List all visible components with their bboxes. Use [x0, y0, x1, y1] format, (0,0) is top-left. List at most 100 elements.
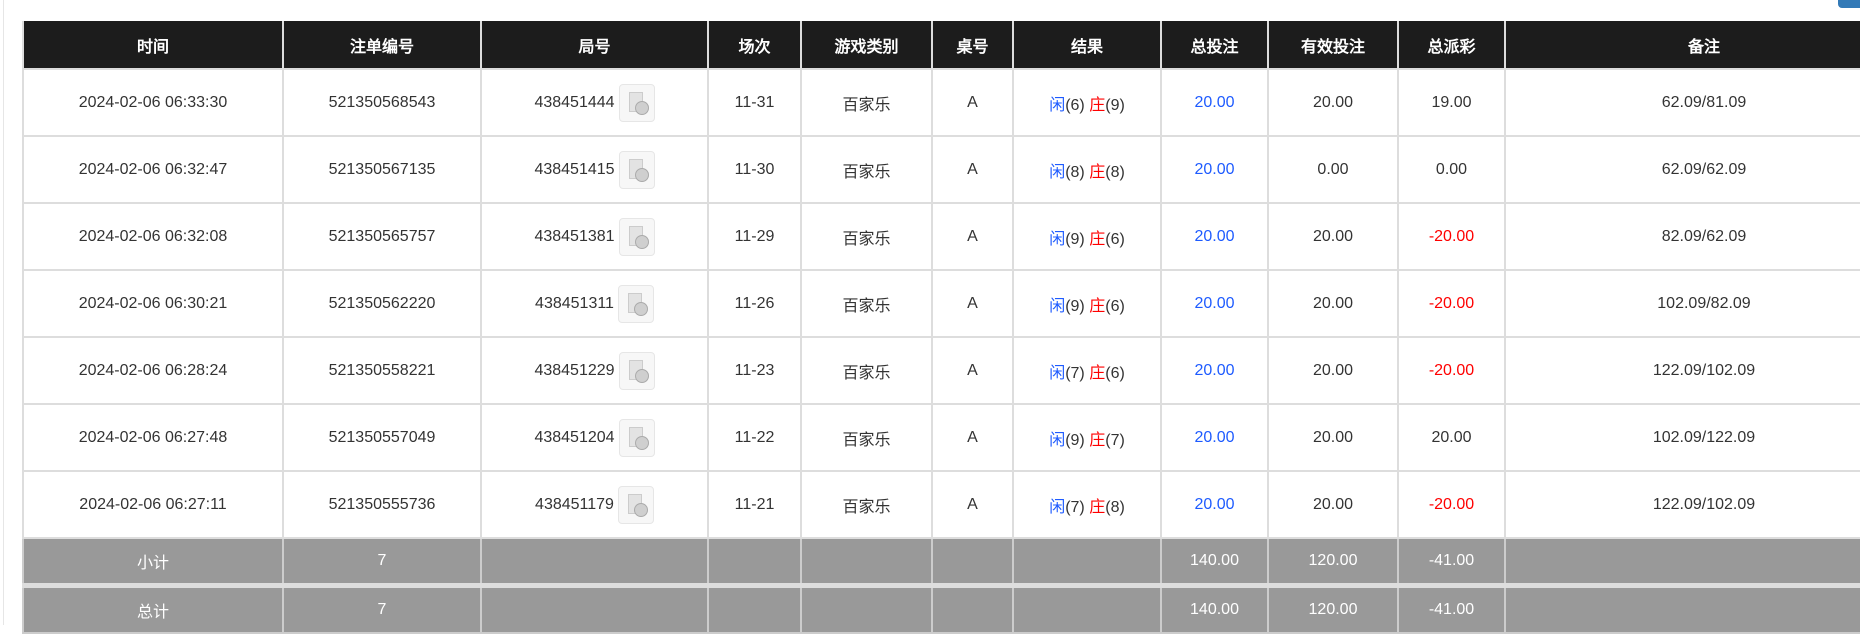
- result-cell: 闲(7) 庄(6): [1012, 336, 1162, 405]
- empty-cell: [707, 537, 802, 587]
- note-cell: 62.09/81.09: [1504, 68, 1860, 137]
- valid-bet-cell: 20.00: [1267, 470, 1399, 539]
- round-cell: 438451415: [480, 135, 709, 204]
- player-label: 闲: [1049, 96, 1066, 114]
- player-points: (7): [1065, 364, 1085, 382]
- total-bet-cell: 20.00: [1160, 202, 1269, 271]
- column-header-result: 结果: [1012, 21, 1162, 70]
- page-border: [3, 0, 4, 625]
- time-cell: 2024-02-06 06:28:24: [22, 336, 284, 405]
- table-no-cell: A: [931, 135, 1014, 204]
- top-right-button[interactable]: [1838, 0, 1860, 8]
- round-number: 438451204: [534, 428, 615, 446]
- bet-id-cell: 521350557049: [282, 403, 482, 472]
- table-row: 2024-02-06 06:32:47 521350567135 438451415…: [22, 135, 1860, 204]
- total-bet-cell: 20.00: [1160, 68, 1269, 137]
- column-header-note: 备注: [1504, 21, 1860, 70]
- player-points: (8): [1065, 163, 1085, 181]
- banker-label: 庄: [1089, 163, 1106, 181]
- payout-cell: 20.00: [1397, 403, 1506, 472]
- result-cell: 闲(9) 庄(6): [1012, 202, 1162, 271]
- table-row: 2024-02-06 06:32:08 521350565757 438451381…: [22, 202, 1860, 271]
- subtotal-label: 小计: [22, 537, 284, 587]
- round-number: 438451179: [535, 495, 614, 513]
- column-header-time: 时间: [22, 21, 284, 70]
- round-number: 438451311: [535, 294, 614, 312]
- time-cell: 2024-02-06 06:27:48: [22, 403, 284, 472]
- valid-bet-cell: 20.00: [1267, 68, 1399, 137]
- game-type-cell: 百家乐: [800, 470, 933, 539]
- subtotal-total-bet: 140.00: [1160, 537, 1269, 587]
- total-row: 总计 7 140.00 120.00 -41.00: [22, 583, 1860, 634]
- player-label: 闲: [1049, 364, 1066, 382]
- valid-bet-cell: 20.00: [1267, 202, 1399, 271]
- empty-cell: [1504, 583, 1860, 634]
- video-replay-icon[interactable]: [618, 150, 655, 189]
- empty-cell: [931, 583, 1014, 634]
- column-header-session: 场次: [707, 21, 802, 70]
- game-type-cell: 百家乐: [800, 202, 933, 271]
- player-points: (7): [1065, 498, 1085, 516]
- subtotal-count: 7: [282, 537, 482, 587]
- empty-cell: [480, 537, 709, 587]
- video-replay-icon[interactable]: [618, 351, 655, 390]
- session-cell: 11-31: [707, 68, 802, 137]
- column-header-valid-bet: 有效投注: [1267, 21, 1399, 70]
- session-cell: 11-23: [707, 336, 802, 405]
- total-bet-cell: 20.00: [1160, 403, 1269, 472]
- total-bet-cell: 20.00: [1160, 269, 1269, 338]
- banker-points: (6): [1105, 297, 1125, 315]
- total-payout: -41.00: [1397, 583, 1506, 634]
- session-cell: 11-26: [707, 269, 802, 338]
- round-cell: 438451204: [480, 403, 709, 472]
- note-cell: 102.09/82.09: [1504, 269, 1860, 338]
- video-replay-icon[interactable]: [617, 284, 654, 323]
- payout-cell: -20.00: [1397, 202, 1506, 271]
- player-label: 闲: [1049, 163, 1066, 181]
- subtotal-payout: -41.00: [1397, 537, 1506, 587]
- round-cell: 438451381: [480, 202, 709, 271]
- total-bet-cell: 20.00: [1160, 135, 1269, 204]
- banker-points: (6): [1105, 230, 1125, 248]
- payout-cell: 0.00: [1397, 135, 1506, 204]
- subtotal-valid-bet: 120.00: [1267, 537, 1399, 587]
- video-replay-icon[interactable]: [618, 83, 655, 122]
- video-replay-icon[interactable]: [618, 418, 655, 457]
- empty-cell: [1012, 583, 1162, 634]
- video-replay-icon[interactable]: [617, 485, 654, 524]
- total-valid-bet: 120.00: [1267, 583, 1399, 634]
- empty-cell: [707, 583, 802, 634]
- empty-cell: [800, 583, 933, 634]
- video-replay-icon[interactable]: [618, 217, 655, 256]
- banker-points: (7): [1105, 431, 1125, 449]
- round-number: 438451415: [534, 160, 615, 178]
- payout-cell: -20.00: [1397, 470, 1506, 539]
- column-header-bet-id: 注单编号: [282, 21, 482, 70]
- table-no-cell: A: [931, 336, 1014, 405]
- table-no-cell: A: [931, 470, 1014, 539]
- player-label: 闲: [1049, 431, 1066, 449]
- empty-cell: [800, 537, 933, 587]
- round-number: 438451381: [534, 227, 615, 245]
- valid-bet-cell: 20.00: [1267, 269, 1399, 338]
- total-bet-cell: 20.00: [1160, 336, 1269, 405]
- player-points: (9): [1065, 431, 1085, 449]
- banker-points: (6): [1105, 364, 1125, 382]
- banker-points: (8): [1105, 163, 1125, 181]
- column-header-payout: 总派彩: [1397, 21, 1506, 70]
- time-cell: 2024-02-06 06:32:47: [22, 135, 284, 204]
- total-bet-cell: 20.00: [1160, 470, 1269, 539]
- note-cell: 122.09/102.09: [1504, 470, 1860, 539]
- table-row: 2024-02-06 06:30:21 521350562220 438451311…: [22, 269, 1860, 338]
- banker-label: 庄: [1089, 297, 1106, 315]
- total-label: 总计: [22, 583, 284, 634]
- game-type-cell: 百家乐: [800, 135, 933, 204]
- table-header: 时间 注单编号 局号 场次 游戏类别 桌号 结果 总投注 有效投注 总派彩 备注: [22, 21, 1860, 70]
- player-points: (9): [1065, 297, 1085, 315]
- session-cell: 11-29: [707, 202, 802, 271]
- table-row: 2024-02-06 06:27:11 521350555736 438451179…: [22, 470, 1860, 539]
- time-cell: 2024-02-06 06:27:11: [22, 470, 284, 539]
- game-type-cell: 百家乐: [800, 269, 933, 338]
- column-header-round: 局号: [480, 21, 709, 70]
- player-label: 闲: [1049, 498, 1066, 516]
